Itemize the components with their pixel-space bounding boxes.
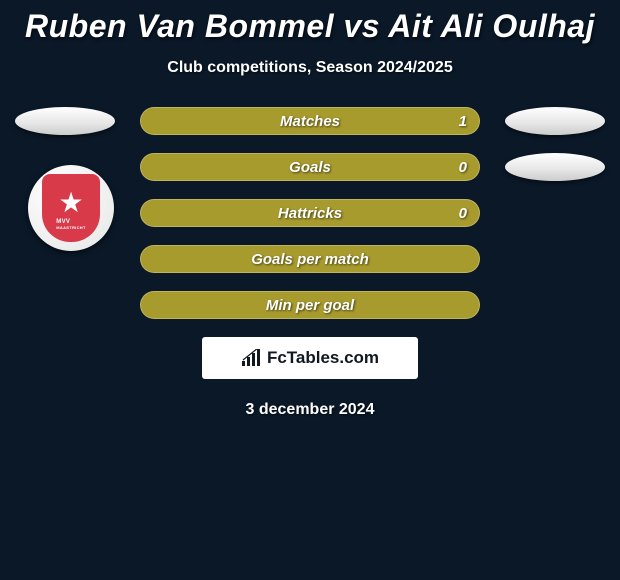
stat-value: 0 — [459, 159, 467, 176]
stat-row: Min per goal — [0, 291, 620, 319]
date-text: 3 december 2024 — [0, 401, 620, 419]
stat-bar-matches: Matches 1 — [140, 107, 480, 135]
bar-chart-icon — [241, 349, 263, 367]
left-photo-slot — [10, 107, 120, 135]
subtitle: Club competitions, Season 2024/2025 — [0, 59, 620, 77]
stat-bar-goals-per-match: Goals per match — [140, 245, 480, 273]
stat-label: Hattricks — [278, 205, 342, 222]
stat-label: Goals per match — [251, 251, 369, 268]
club-badge-oval-right — [505, 153, 605, 181]
stat-value: 0 — [459, 205, 467, 222]
brand-logo-box: FcTables.com — [202, 337, 418, 379]
page-title: Ruben Van Bommel vs Ait Ali Oulhaj — [0, 0, 620, 45]
brand-text: FcTables.com — [267, 348, 379, 368]
stats-area: Matches 1 Goals 0 ★ MVV MAASTRICHT Hattr… — [0, 107, 620, 319]
player-photo-oval-right — [505, 107, 605, 135]
stat-label: Goals — [289, 159, 331, 176]
right-club-slot — [500, 153, 610, 181]
stat-row: Goals per match — [0, 245, 620, 273]
player-photo-oval-left — [15, 107, 115, 135]
stat-bar-min-per-goal: Min per goal — [140, 291, 480, 319]
stat-row: Hattricks 0 — [0, 199, 620, 227]
stat-bar-goals: Goals 0 — [140, 153, 480, 181]
stat-row: Matches 1 — [0, 107, 620, 135]
stat-label: Matches — [280, 113, 340, 130]
right-photo-slot — [500, 107, 610, 135]
stat-bar-hattricks: Hattricks 0 — [140, 199, 480, 227]
stat-label: Min per goal — [266, 297, 354, 314]
stat-value: 1 — [459, 113, 467, 130]
